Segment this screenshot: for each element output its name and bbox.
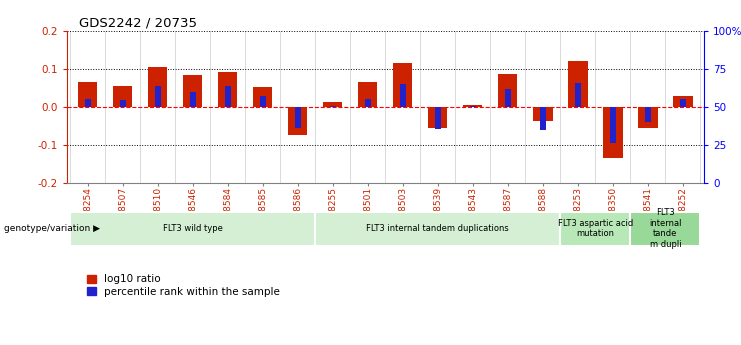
Bar (218, 72, 237, 107)
Bar (568, 61, 588, 107)
Bar (119, 100, 126, 107)
Bar (253, 87, 273, 107)
FancyBboxPatch shape (315, 212, 560, 246)
Bar (674, 96, 693, 107)
Bar (84, 99, 91, 107)
Bar (78, 82, 97, 107)
Bar (148, 67, 167, 107)
Bar (505, 89, 511, 107)
Bar (399, 84, 406, 107)
Text: GDS2242 / 20735: GDS2242 / 20735 (79, 17, 197, 30)
Bar (435, 107, 441, 129)
Bar (428, 107, 448, 128)
Legend: log10 ratio, percentile rank within the sample: log10 ratio, percentile rank within the … (87, 274, 280, 297)
Bar (679, 99, 686, 107)
Text: FLT3 wild type: FLT3 wild type (163, 224, 223, 233)
FancyBboxPatch shape (70, 212, 315, 246)
Bar (575, 83, 581, 107)
Bar (323, 102, 342, 107)
Bar (470, 106, 476, 107)
Bar (610, 107, 616, 143)
Bar (288, 107, 308, 136)
Bar (295, 107, 301, 128)
Bar (603, 107, 622, 158)
Bar (183, 75, 202, 107)
Bar (365, 99, 371, 107)
Bar (330, 106, 336, 107)
Bar (463, 105, 482, 107)
Bar (358, 82, 377, 107)
Bar (225, 86, 231, 107)
Bar (638, 107, 657, 128)
Bar (113, 86, 133, 107)
Bar (645, 107, 651, 122)
Text: FLT3 internal tandem duplications: FLT3 internal tandem duplications (367, 224, 509, 233)
FancyBboxPatch shape (631, 212, 700, 246)
Bar (393, 63, 413, 107)
Bar (259, 96, 266, 107)
Bar (190, 92, 196, 107)
Text: FLT3 aspartic acid
mutation: FLT3 aspartic acid mutation (558, 219, 633, 238)
Bar (539, 107, 546, 130)
Text: FLT3
internal
tande
m dupli: FLT3 internal tande m dupli (649, 208, 682, 249)
FancyBboxPatch shape (560, 212, 631, 246)
Bar (155, 86, 161, 107)
Text: genotype/variation ▶: genotype/variation ▶ (4, 224, 100, 233)
Bar (534, 107, 553, 121)
Bar (498, 73, 517, 107)
